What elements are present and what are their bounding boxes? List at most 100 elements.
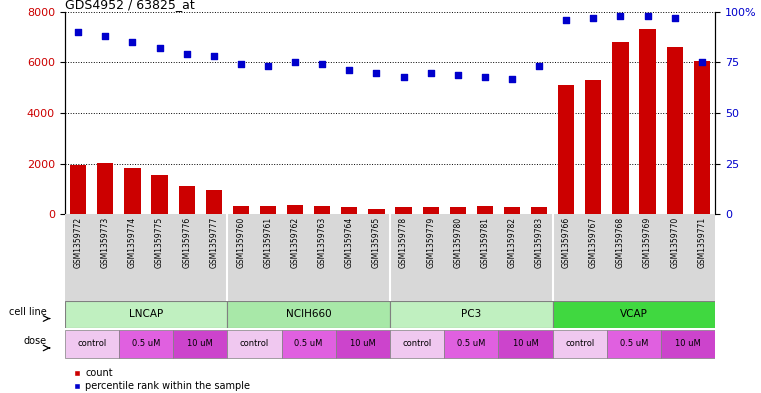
Bar (65, 301, 228, 328)
Point (397, 73, 409, 80)
Bar (341, 207, 358, 214)
Text: 10 uM: 10 uM (675, 339, 701, 348)
Bar (667, 47, 683, 214)
Bar (97, 163, 113, 214)
Bar (450, 207, 466, 214)
Point (72, 29, 84, 35)
Point (587, 15, 600, 21)
Text: NCIH660: NCIH660 (286, 309, 332, 320)
Text: GSM1359778: GSM1359778 (399, 217, 408, 268)
Bar (504, 207, 521, 214)
Bar (552, 301, 715, 328)
Point (289, 59, 301, 66)
Bar (607, 331, 661, 358)
Text: 10 uM: 10 uM (350, 339, 376, 348)
Text: control: control (403, 339, 431, 348)
Bar (368, 209, 384, 214)
Bar (444, 331, 498, 358)
Bar (314, 206, 330, 214)
Text: control: control (77, 339, 107, 348)
Bar (476, 206, 493, 214)
Point (208, 53, 220, 59)
Point (560, 17, 572, 23)
Point (614, 13, 626, 19)
Point (533, 63, 545, 70)
Text: GSM1359776: GSM1359776 (182, 217, 191, 268)
Bar (287, 205, 303, 214)
Bar (179, 186, 195, 214)
Text: GSM1359760: GSM1359760 (237, 217, 245, 268)
Text: GDS4952 / 63825_at: GDS4952 / 63825_at (65, 0, 194, 11)
Bar (65, 331, 119, 358)
Point (126, 39, 139, 45)
Text: 0.5 uM: 0.5 uM (132, 339, 161, 348)
Bar (228, 331, 282, 358)
Text: 0.5 uM: 0.5 uM (619, 339, 648, 348)
Point (343, 67, 355, 73)
Bar (585, 80, 601, 214)
Text: GSM1359782: GSM1359782 (508, 217, 517, 268)
Text: GSM1359761: GSM1359761 (263, 217, 272, 268)
Text: control: control (240, 339, 269, 348)
Bar (124, 168, 141, 214)
Text: GSM1359762: GSM1359762 (291, 217, 300, 268)
Text: GSM1359763: GSM1359763 (318, 217, 326, 268)
Point (452, 72, 464, 78)
Bar (390, 331, 444, 358)
Text: LNCAP: LNCAP (129, 309, 163, 320)
Point (642, 13, 654, 19)
Bar (205, 190, 222, 214)
Point (669, 15, 681, 21)
Bar (336, 331, 390, 358)
Bar (390, 301, 552, 328)
Text: 0.5 uM: 0.5 uM (457, 339, 486, 348)
Bar (639, 29, 656, 214)
Point (262, 63, 274, 70)
Bar (151, 175, 167, 214)
Text: GSM1359769: GSM1359769 (643, 217, 652, 268)
Point (371, 69, 383, 75)
Bar (661, 331, 715, 358)
Point (99, 33, 111, 39)
Bar (282, 331, 336, 358)
Bar (70, 165, 86, 214)
Point (506, 75, 518, 82)
Bar (558, 85, 575, 214)
Text: GSM1359779: GSM1359779 (426, 217, 435, 268)
Point (235, 61, 247, 68)
Bar (531, 207, 547, 214)
Bar (260, 206, 276, 214)
Bar (119, 331, 174, 358)
Point (154, 45, 166, 51)
Text: GSM1359783: GSM1359783 (535, 217, 543, 268)
Point (316, 61, 328, 68)
Bar (694, 61, 710, 214)
Text: GSM1359766: GSM1359766 (562, 217, 571, 268)
Text: dose: dose (24, 336, 46, 346)
Point (425, 69, 437, 75)
Text: GSM1359781: GSM1359781 (480, 217, 489, 268)
Bar (422, 207, 439, 214)
Bar (174, 331, 228, 358)
Text: GSM1359777: GSM1359777 (209, 217, 218, 268)
Bar (613, 42, 629, 214)
Bar (228, 301, 390, 328)
Text: GSM1359764: GSM1359764 (345, 217, 354, 268)
Text: VCAP: VCAP (620, 309, 648, 320)
Text: GSM1359772: GSM1359772 (74, 217, 83, 268)
Text: GSM1359767: GSM1359767 (589, 217, 598, 268)
Text: control: control (565, 339, 594, 348)
Text: GSM1359774: GSM1359774 (128, 217, 137, 268)
Text: GSM1359775: GSM1359775 (155, 217, 164, 268)
Text: 10 uM: 10 uM (187, 339, 213, 348)
Point (696, 59, 708, 66)
Text: GSM1359770: GSM1359770 (670, 217, 679, 268)
Legend: count, percentile rank within the sample: count, percentile rank within the sample (69, 364, 254, 393)
Bar (498, 331, 552, 358)
Text: GSM1359771: GSM1359771 (697, 217, 706, 268)
Text: GSM1359773: GSM1359773 (101, 217, 110, 268)
Point (180, 51, 193, 57)
Text: GSM1359765: GSM1359765 (372, 217, 381, 268)
Text: cell line: cell line (9, 307, 46, 317)
Text: GSM1359768: GSM1359768 (616, 217, 625, 268)
